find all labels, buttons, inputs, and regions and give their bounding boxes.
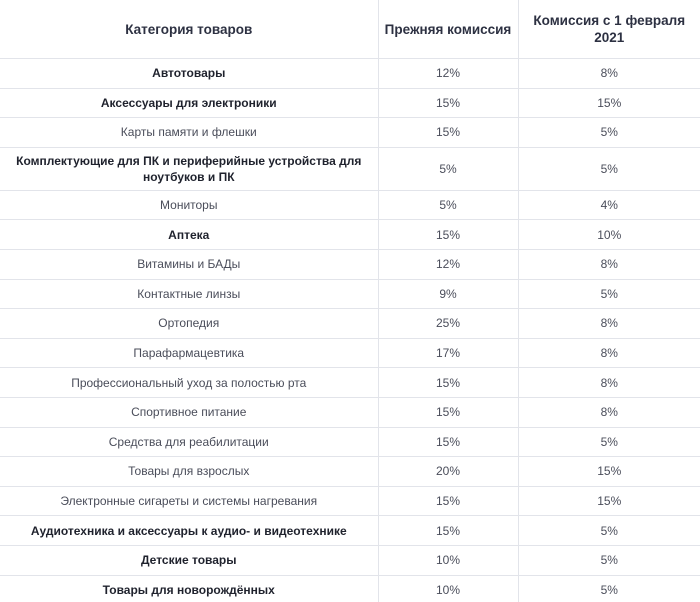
new-commission-cell: 15%	[518, 88, 700, 119]
table-row: Товары для взрослых 20% 15%	[0, 456, 700, 487]
table-row: Товары для новорождённых 10% 5%	[0, 575, 700, 602]
category-cell: Товары для взрослых	[0, 456, 379, 487]
table-row: Средства для реабилитации 15% 5%	[0, 427, 700, 458]
category-cell: Аксессуары для электроники	[0, 88, 379, 119]
category-cell: Аптека	[0, 219, 379, 250]
table-row: Контактные линзы 9% 5%	[0, 279, 700, 310]
new-commission-cell: 15%	[518, 456, 700, 487]
new-commission-cell: 8%	[518, 58, 700, 89]
table-row: Спортивное питание 15% 8%	[0, 397, 700, 428]
category-cell: Парафармацевтика	[0, 338, 379, 369]
table-row: Аксессуары для электроники 15% 15%	[0, 88, 700, 119]
new-commission-cell: 8%	[518, 338, 700, 369]
table-row: Комплектующие для ПК и периферийные устр…	[0, 147, 700, 191]
previous-commission-cell: 12%	[378, 58, 519, 89]
table-row: Мониторы 5% 4%	[0, 190, 700, 221]
new-commission-cell: 10%	[518, 219, 700, 250]
category-cell: Контактные линзы	[0, 279, 379, 310]
category-cell: Электронные сигареты и системы нагревани…	[0, 486, 379, 517]
table-row: Аудиотехника и аксессуары к аудио- и вид…	[0, 515, 700, 546]
previous-commission-cell: 10%	[378, 545, 519, 576]
new-commission-cell: 8%	[518, 308, 700, 339]
new-commission-cell: 4%	[518, 190, 700, 221]
previous-commission-cell: 15%	[378, 397, 519, 428]
header-previous-commission: Прежняя комиссия	[378, 0, 519, 59]
new-commission-cell: 5%	[518, 279, 700, 310]
new-commission-cell: 5%	[518, 575, 700, 602]
category-cell: Товары для новорождённых	[0, 575, 379, 602]
category-cell: Карты памяти и флешки	[0, 117, 379, 148]
previous-commission-cell: 5%	[378, 190, 519, 221]
new-commission-cell: 15%	[518, 486, 700, 517]
category-cell: Ортопедия	[0, 308, 379, 339]
category-cell: Автотовары	[0, 58, 379, 89]
previous-commission-cell: 25%	[378, 308, 519, 339]
table-row: Ортопедия 25% 8%	[0, 308, 700, 339]
new-commission-cell: 5%	[518, 147, 700, 191]
new-commission-cell: 8%	[518, 397, 700, 428]
table-row: Детские товары 10% 5%	[0, 545, 700, 576]
category-cell: Аудиотехника и аксессуары к аудио- и вид…	[0, 515, 379, 546]
previous-commission-cell: 15%	[378, 88, 519, 119]
previous-commission-cell: 12%	[378, 249, 519, 280]
category-cell: Детские товары	[0, 545, 379, 576]
new-commission-cell: 8%	[518, 367, 700, 398]
category-cell: Спортивное питание	[0, 397, 379, 428]
previous-commission-cell: 5%	[378, 147, 519, 191]
table-header: Категория товаров Прежняя комиссия Комис…	[0, 0, 700, 59]
new-commission-cell: 8%	[518, 249, 700, 280]
table-row: Аптека 15% 10%	[0, 219, 700, 250]
previous-commission-cell: 15%	[378, 486, 519, 517]
category-cell: Средства для реабилитации	[0, 427, 379, 458]
table-row: Витамины и БАДы 12% 8%	[0, 249, 700, 280]
table-row: Электронные сигареты и системы нагревани…	[0, 486, 700, 517]
new-commission-cell: 5%	[518, 515, 700, 546]
previous-commission-cell: 20%	[378, 456, 519, 487]
category-cell: Комплектующие для ПК и периферийные устр…	[0, 147, 379, 191]
table-row: Карты памяти и флешки 15% 5%	[0, 117, 700, 148]
previous-commission-cell: 15%	[378, 427, 519, 458]
previous-commission-cell: 15%	[378, 367, 519, 398]
previous-commission-cell: 9%	[378, 279, 519, 310]
new-commission-cell: 5%	[518, 117, 700, 148]
previous-commission-cell: 15%	[378, 117, 519, 148]
previous-commission-cell: 15%	[378, 515, 519, 546]
new-commission-cell: 5%	[518, 427, 700, 458]
table-row: Автотовары 12% 8%	[0, 58, 700, 89]
new-commission-cell: 5%	[518, 545, 700, 576]
previous-commission-cell: 10%	[378, 575, 519, 602]
header-new-commission: Комиссия с 1 февраля 2021	[518, 0, 700, 59]
category-cell: Мониторы	[0, 190, 379, 221]
header-category: Категория товаров	[0, 0, 379, 59]
header-row: Категория товаров Прежняя комиссия Комис…	[0, 0, 700, 59]
category-cell: Витамины и БАДы	[0, 249, 379, 280]
table-row: Парафармацевтика 17% 8%	[0, 338, 700, 369]
previous-commission-cell: 17%	[378, 338, 519, 369]
table-row: Профессиональный уход за полостью рта 15%…	[0, 367, 700, 398]
category-cell: Профессиональный уход за полостью рта	[0, 367, 379, 398]
previous-commission-cell: 15%	[378, 219, 519, 250]
table-body: Автотовары 12% 8% Аксессуары для электроник…	[0, 58, 700, 602]
